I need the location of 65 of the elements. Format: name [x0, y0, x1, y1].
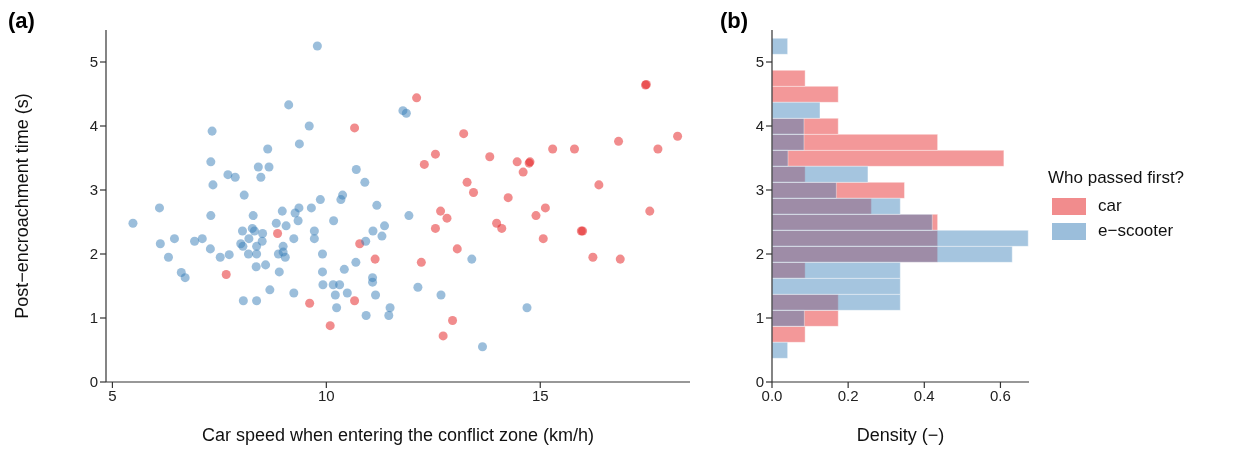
point [653, 144, 663, 154]
chart-title: (b) [720, 8, 749, 34]
point [503, 193, 513, 203]
y-axis-title: Post−encroachment time (s) [12, 93, 32, 319]
legend-label: car [1098, 196, 1122, 216]
y-tick-label: 1 [89, 309, 98, 327]
point [462, 177, 472, 187]
point [442, 213, 452, 223]
point [370, 254, 380, 264]
point [512, 157, 522, 167]
y-tick-label: 4 [755, 117, 764, 135]
point [645, 206, 655, 216]
point [673, 131, 683, 141]
point [594, 180, 604, 190]
x-axis-title: Car speed when entering the conflict zone (km/h) [201, 425, 595, 445]
point [416, 257, 426, 267]
point [438, 331, 448, 341]
x-tick-label: 10 [317, 386, 335, 404]
y-tick-label: 0 [89, 373, 98, 391]
y-tick-label: 2 [755, 245, 764, 263]
point [448, 316, 458, 326]
y-tick-label: 3 [89, 181, 98, 199]
y-tick-label: 2 [89, 245, 98, 263]
point [350, 123, 360, 133]
point [569, 144, 579, 154]
point [485, 152, 495, 162]
point [518, 167, 528, 177]
x-tick-label: 15 [531, 386, 549, 404]
x-tick-label: 0.6 [990, 386, 1011, 404]
y-tick-label: 1 [755, 309, 764, 327]
point [325, 321, 335, 331]
point [459, 129, 469, 139]
y-tick-label: 5 [89, 53, 98, 71]
point [350, 296, 360, 306]
point [492, 218, 502, 228]
point [497, 223, 507, 233]
point [588, 252, 598, 262]
chart-title: (a) [8, 8, 35, 34]
legend-title: Who passed first? [1048, 168, 1185, 188]
y-tick-label: 4 [89, 117, 98, 135]
y-tick-label: 3 [755, 181, 764, 199]
y-tick-label: 5 [755, 53, 764, 71]
x-tick-label: 0.0 [761, 386, 783, 404]
point [538, 234, 548, 244]
x-tick-label: 0.2 [837, 386, 859, 404]
x-axis-title: Density (−) [856, 425, 945, 445]
point [615, 254, 625, 264]
point [452, 244, 462, 254]
point [305, 298, 315, 308]
y-tick-label: 0 [755, 373, 764, 391]
point [436, 206, 446, 216]
x-tick-label: 0.4 [913, 386, 935, 404]
point [540, 203, 550, 213]
point [412, 93, 422, 103]
legend-label: e−scooter [1098, 221, 1174, 241]
point [430, 149, 440, 159]
x-tick-label: 5 [108, 386, 117, 404]
point [531, 211, 541, 221]
point [419, 159, 429, 169]
point [614, 136, 624, 146]
point [469, 188, 479, 198]
point [548, 144, 558, 154]
point [430, 223, 440, 233]
point [273, 229, 283, 239]
point [221, 269, 231, 279]
